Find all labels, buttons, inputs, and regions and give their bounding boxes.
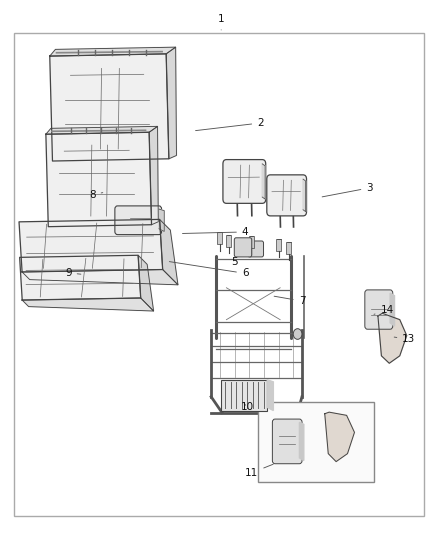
Bar xyxy=(249,236,254,248)
Text: 10: 10 xyxy=(241,402,254,413)
Text: 2: 2 xyxy=(195,118,264,131)
Polygon shape xyxy=(46,126,158,134)
Text: 14: 14 xyxy=(374,305,394,315)
Bar xyxy=(226,235,231,247)
Polygon shape xyxy=(19,220,162,272)
Text: 9: 9 xyxy=(65,268,81,278)
Text: 11: 11 xyxy=(245,464,273,478)
Polygon shape xyxy=(138,255,154,311)
Text: 7: 7 xyxy=(274,296,305,306)
Polygon shape xyxy=(20,255,141,300)
Text: 3: 3 xyxy=(322,183,373,197)
Text: 13: 13 xyxy=(394,334,416,344)
Polygon shape xyxy=(303,179,306,212)
FancyBboxPatch shape xyxy=(272,419,302,464)
Polygon shape xyxy=(159,209,164,231)
Polygon shape xyxy=(149,126,158,225)
Bar xyxy=(258,402,374,482)
Polygon shape xyxy=(50,47,176,56)
FancyBboxPatch shape xyxy=(223,159,266,204)
Polygon shape xyxy=(325,412,354,462)
Polygon shape xyxy=(267,379,273,410)
Polygon shape xyxy=(22,270,178,285)
Bar xyxy=(286,242,291,254)
FancyBboxPatch shape xyxy=(365,290,393,329)
FancyBboxPatch shape xyxy=(267,175,307,216)
Bar xyxy=(217,232,223,244)
Polygon shape xyxy=(262,164,265,199)
Text: 5: 5 xyxy=(231,257,237,267)
Polygon shape xyxy=(166,47,177,159)
Polygon shape xyxy=(378,313,407,364)
FancyBboxPatch shape xyxy=(234,238,252,257)
FancyBboxPatch shape xyxy=(115,206,162,235)
Polygon shape xyxy=(390,293,395,326)
Text: 8: 8 xyxy=(89,190,103,200)
FancyBboxPatch shape xyxy=(248,241,264,257)
Text: 6: 6 xyxy=(170,262,248,278)
Polygon shape xyxy=(46,132,152,227)
Text: 1: 1 xyxy=(218,14,225,30)
Bar xyxy=(276,239,282,251)
Polygon shape xyxy=(300,422,304,461)
Bar xyxy=(221,379,267,410)
Polygon shape xyxy=(159,220,178,285)
Text: 4: 4 xyxy=(183,227,248,237)
Polygon shape xyxy=(22,298,154,311)
Circle shape xyxy=(293,329,302,340)
Polygon shape xyxy=(50,54,169,161)
